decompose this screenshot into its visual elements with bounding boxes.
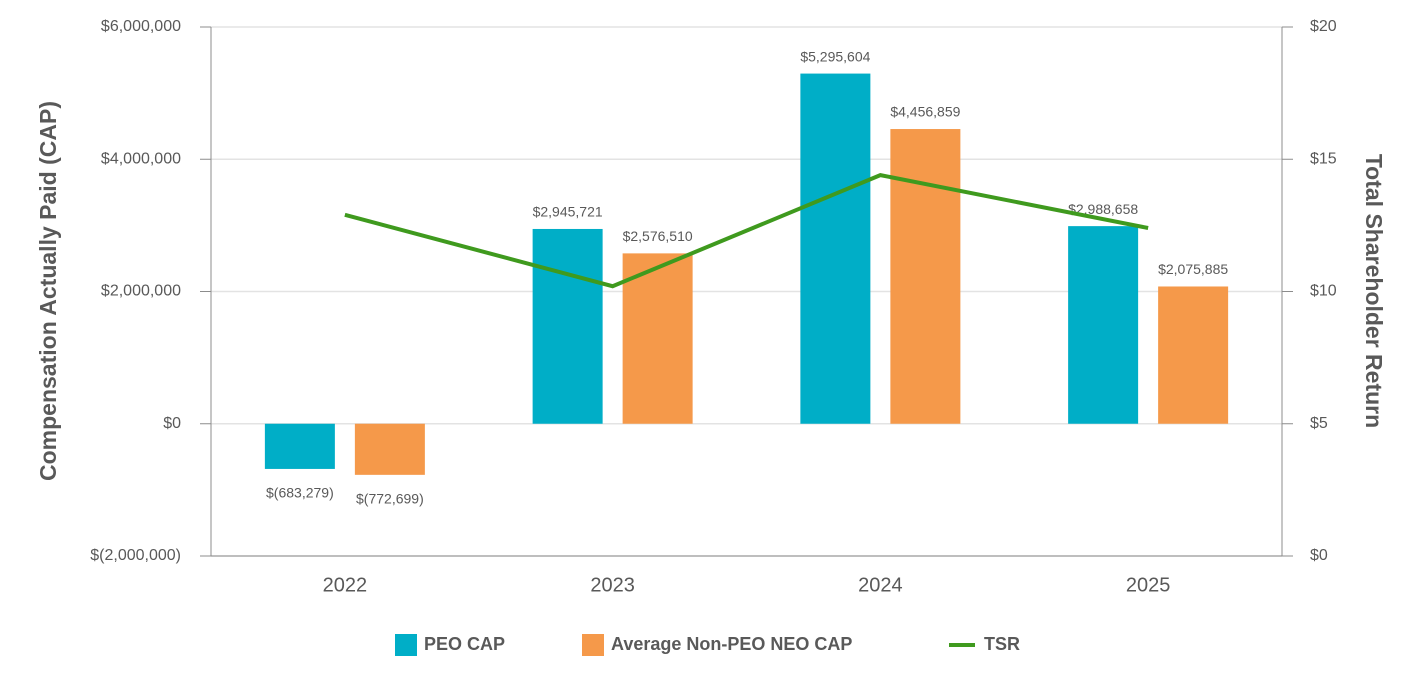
bar [264,423,335,469]
y2-tick-label: $0 [1310,547,1328,564]
y-tick-label: $6,000,000 [101,18,181,35]
bar [532,228,603,424]
y-tick-label: $(2,000,000) [90,547,181,564]
value-label: $2,075,885 [1158,261,1228,277]
value-label: $(772,699) [356,491,424,507]
tsr-line [344,173,1149,289]
bar [1158,286,1229,424]
y2-tick-label: $15 [1310,150,1337,167]
legend-swatch [582,634,604,656]
bar [354,423,425,475]
value-label: $2,945,721 [533,204,603,220]
y2-tick-label: $5 [1310,415,1328,432]
x-tick-label: 2024 [858,574,903,596]
x-tick-label: 2023 [590,574,635,596]
legend-label: TSR [984,634,1020,654]
value-label: $(683,279) [266,485,334,501]
x-tick-label: 2022 [323,574,368,596]
y-tick-label: $2,000,000 [101,283,181,300]
legend-label: PEO CAP [424,634,505,654]
y2-axis-title: Total Shareholder Return [1361,154,1387,428]
bar [622,253,693,424]
x-tick-label: 2025 [1126,574,1171,596]
value-label: $2,988,658 [1068,201,1138,217]
y2-tick-label: $20 [1310,18,1337,35]
y-axis-title: Compensation Actually Paid (CAP) [35,101,61,481]
legend-label: Average Non-PEO NEO CAP [611,634,852,654]
bar [890,129,961,424]
bar [1068,226,1139,424]
value-label: $4,456,859 [890,104,960,120]
value-label: $5,295,604 [800,48,870,64]
y-tick-label: $0 [163,415,181,432]
y-tick-label: $4,000,000 [101,150,181,167]
bar [800,73,871,424]
legend-swatch [395,634,417,656]
value-label: $2,576,510 [623,228,693,244]
y2-tick-label: $10 [1310,283,1337,300]
